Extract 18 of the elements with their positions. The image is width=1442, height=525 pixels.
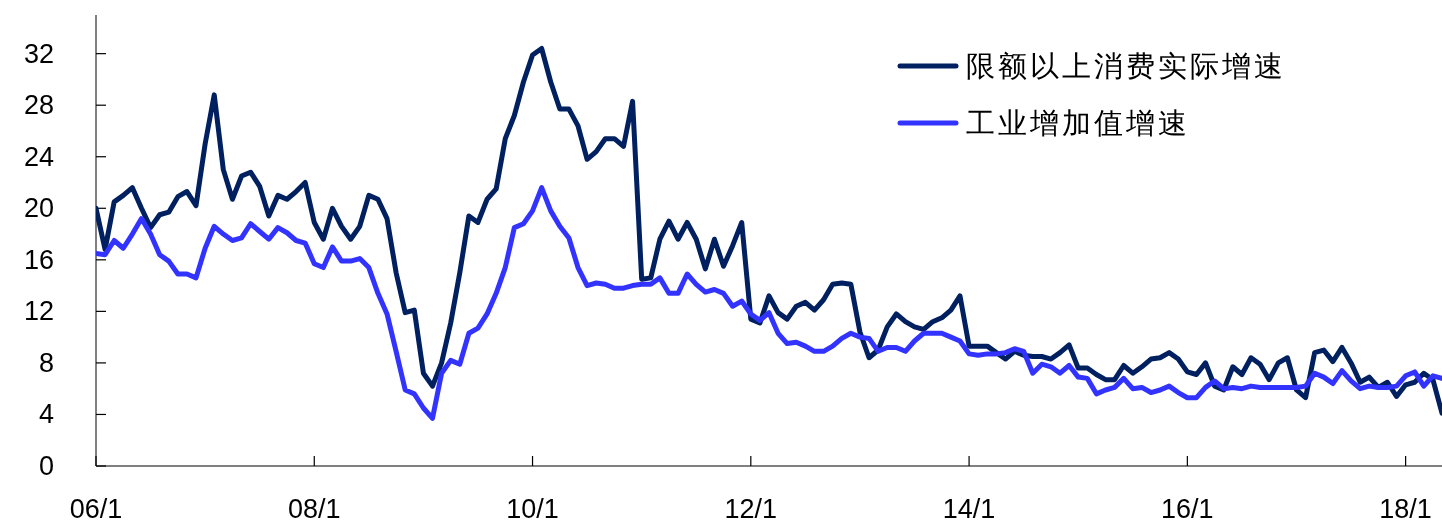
ytick: 4 — [38, 399, 54, 430]
xtick: 16/1 — [1161, 494, 1214, 524]
ytick: 12 — [23, 296, 54, 327]
legend-label: 工业增加值增速 — [966, 107, 1190, 139]
xtick: 08/1 — [288, 494, 341, 524]
ytick: 32 — [23, 38, 54, 69]
ytick: 20 — [23, 193, 54, 224]
xtick: 10/1 — [506, 494, 559, 524]
xtick: 14/1 — [942, 494, 996, 524]
ytick: 8 — [38, 347, 54, 378]
xtick: 18/1 — [1379, 494, 1432, 524]
xtick: 06/1 — [69, 494, 123, 524]
ytick: 28 — [23, 90, 54, 121]
ytick: 16 — [23, 244, 54, 275]
ytick: 0 — [38, 451, 54, 481]
ytick: 24 — [23, 141, 54, 172]
legend-label: 限额以上消费实际增速 — [966, 50, 1286, 82]
xtick: 12/1 — [724, 494, 778, 524]
